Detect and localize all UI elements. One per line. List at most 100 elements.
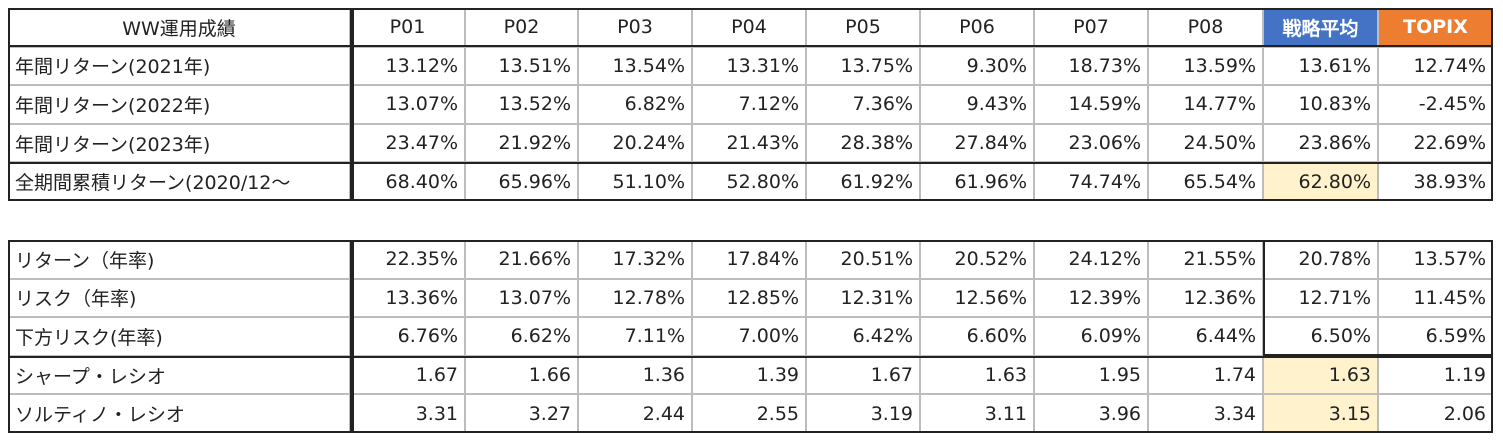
value-cell: 13.59% [1148,46,1263,86]
value-cell: 1.67 [806,355,920,395]
value-cell: 12.36% [1148,278,1263,318]
row-label: 全期間累積リターン(2020/12〜 [8,162,350,201]
value-cell: 6.59% [1378,317,1493,356]
value-cell: 1.66 [465,355,578,395]
value-cell: 13.31% [692,46,806,86]
value-cell: 3.11 [920,394,1034,433]
value-cell: -2.45% [1378,85,1493,124]
value-cell: 12.85% [692,278,806,318]
value-cell: 61.96% [920,162,1034,201]
value-cell: 23.47% [350,123,465,163]
value-cell: 27.84% [920,123,1034,163]
value-cell: 6.82% [578,85,692,124]
value-cell: 38.93% [1378,162,1493,201]
value-cell: 21.55% [1148,240,1263,279]
value-cell: 1.95 [1034,355,1148,395]
value-cell: 13.12% [350,46,465,86]
value-cell: 14.77% [1148,85,1263,124]
value-cell: 3.96 [1034,394,1148,433]
row-label: 年間リターン(2022年) [8,85,350,124]
value-cell: 3.27 [465,394,578,433]
value-cell: 13.51% [465,46,578,86]
column-header: P03 [578,8,692,47]
value-cell: 3.19 [806,394,920,433]
value-cell: 65.96% [465,162,578,201]
value-cell: 9.43% [920,85,1034,124]
value-cell: 12.78% [578,278,692,318]
value-cell: 51.10% [578,162,692,201]
value-cell: 74.74% [1034,162,1148,201]
column-header: 戦略平均 [1263,8,1378,47]
value-cell: 14.59% [1034,85,1148,124]
value-cell: 6.44% [1148,317,1263,356]
value-cell: 24.50% [1148,123,1263,163]
value-cell: 1.19 [1378,355,1493,395]
value-cell: 61.92% [806,162,920,201]
column-header: TOPIX [1378,8,1493,47]
value-cell: 20.51% [806,240,920,279]
value-cell: 7.11% [578,317,692,356]
value-cell: 18.73% [1034,46,1148,86]
value-cell: 20.52% [920,240,1034,279]
value-cell: 62.80% [1263,162,1378,201]
value-cell: 52.80% [692,162,806,201]
value-cell: 6.76% [350,317,465,356]
row-label: シャープ・レシオ [8,355,350,395]
value-cell: 3.15 [1263,394,1378,433]
value-cell: 23.06% [1034,123,1148,163]
value-cell: 11.45% [1378,278,1493,318]
row-label: 年間リターン(2023年) [8,123,350,163]
column-header: P08 [1148,8,1263,47]
value-cell: 7.36% [806,85,920,124]
value-cell: 17.84% [692,240,806,279]
column-header: P04 [692,8,806,47]
value-cell: 13.07% [465,278,578,318]
value-cell: 9.30% [920,46,1034,86]
value-cell: 13.61% [1263,46,1378,86]
value-cell: 20.78% [1263,240,1378,279]
value-cell: 21.92% [465,123,578,163]
row-label: 下方リスク(年率) [8,317,350,356]
value-cell: 21.66% [465,240,578,279]
value-cell: 13.54% [578,46,692,86]
column-header: P01 [350,8,465,47]
value-cell: 13.07% [350,85,465,124]
value-cell: 12.56% [920,278,1034,318]
value-cell: 24.12% [1034,240,1148,279]
value-cell: 3.31 [350,394,465,433]
value-cell: 28.38% [806,123,920,163]
value-cell: 13.36% [350,278,465,318]
value-cell: 1.39 [692,355,806,395]
value-cell: 6.09% [1034,317,1148,356]
header-title: WW運用成績 [8,8,350,47]
value-cell: 21.43% [692,123,806,163]
value-cell: 13.57% [1378,240,1493,279]
value-cell: 1.63 [920,355,1034,395]
row-label: 年間リターン(2021年) [8,46,350,86]
value-cell: 20.24% [578,123,692,163]
value-cell: 6.50% [1263,317,1378,356]
value-cell: 23.86% [1263,123,1378,163]
value-cell: 22.69% [1378,123,1493,163]
value-cell: 6.60% [920,317,1034,356]
value-cell: 12.74% [1378,46,1493,86]
value-cell: 12.31% [806,278,920,318]
value-cell: 10.83% [1263,85,1378,124]
column-header: P07 [1034,8,1148,47]
row-label: リスク（年率) [8,278,350,318]
value-cell: 65.54% [1148,162,1263,201]
column-header: P05 [806,8,920,47]
value-cell: 3.34 [1148,394,1263,433]
row-label: リターン（年率) [8,240,350,279]
value-cell: 1.36 [578,355,692,395]
value-cell: 7.00% [692,317,806,356]
column-header: P06 [920,8,1034,47]
value-cell: 2.44 [578,394,692,433]
value-cell: 13.52% [465,85,578,124]
row-label: ソルティノ・レシオ [8,394,350,433]
value-cell: 6.42% [806,317,920,356]
value-cell: 13.75% [806,46,920,86]
value-cell: 22.35% [350,240,465,279]
value-cell: 2.55 [692,394,806,433]
